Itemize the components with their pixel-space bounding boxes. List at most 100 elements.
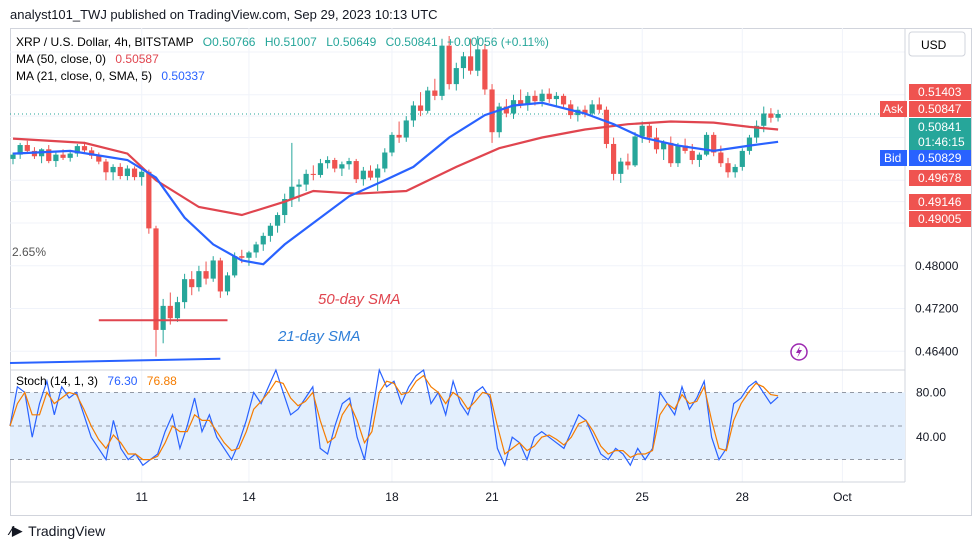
- candle-body: [253, 244, 259, 253]
- time-axis: 11 14 18 21 25 28 Oct: [135, 490, 852, 504]
- ask-tag-bg: [880, 101, 907, 117]
- x-tick-label: 18: [385, 490, 399, 504]
- candle-body: [389, 134, 395, 153]
- candle-body: [210, 260, 216, 279]
- candle-body: [196, 271, 202, 288]
- moving-averages: [9, 101, 779, 365]
- stoch-label: Stoch (14, 1, 3): [16, 374, 98, 388]
- lightning-icon[interactable]: [790, 343, 808, 361]
- stoch-lines: [9, 367, 779, 468]
- ma50-label: MA (50, close, 0): [16, 52, 106, 66]
- legend-low: L0.50649: [326, 35, 376, 49]
- candle-body: [282, 199, 288, 216]
- legend-stoch: Stoch (14, 1, 3) 76.30 76.88: [16, 374, 177, 388]
- candle-body: [432, 90, 438, 96]
- candle-body: [632, 136, 638, 166]
- candle-body: [653, 137, 660, 150]
- x-tick-label: 21: [485, 490, 499, 504]
- candle-body: [74, 146, 80, 154]
- candle-body: [360, 170, 366, 180]
- sma21-annotation: 21-day SMA: [277, 328, 361, 345]
- candle-body: [124, 168, 130, 177]
- candle-body: [496, 106, 502, 133]
- candle-body: [332, 159, 338, 169]
- price-tags: 0.51403 Ask 0.50847 0.50841 01:46:15 Bid…: [880, 84, 971, 227]
- candle-body: [539, 93, 545, 102]
- candle-body: [596, 104, 602, 110]
- candle-body: [325, 159, 331, 164]
- tag-close-bg: [909, 118, 971, 150]
- publisher-text: analyst101_TWJ published on TradingView.…: [10, 7, 438, 22]
- candle-body: [303, 173, 309, 185]
- candle-body: [682, 145, 688, 151]
- candle-body: [582, 109, 588, 114]
- left-marker: 2.65%: [12, 245, 46, 259]
- support-line: [9, 357, 221, 365]
- ma-line: [12, 120, 779, 217]
- candle-body: [754, 125, 760, 138]
- candle-body: [589, 104, 595, 114]
- ma50-value: 0.50587: [115, 52, 159, 66]
- candle-body: [217, 260, 223, 292]
- candle-body: [289, 186, 295, 199]
- candle-body: [696, 154, 702, 160]
- candle-body: [60, 154, 66, 158]
- candles: [10, 36, 781, 357]
- candle-body: [110, 166, 116, 173]
- candle-body: [267, 225, 273, 236]
- tag-49678: 0.49678: [918, 171, 962, 185]
- candle-body: [668, 142, 674, 164]
- candle-body: [732, 166, 738, 173]
- bid-tag-bg: [880, 150, 907, 166]
- candle-body: [160, 305, 166, 330]
- candle-body: [718, 152, 724, 164]
- bid-tag: Bid: [884, 151, 901, 165]
- candle-body: [53, 154, 59, 162]
- candle-body: [618, 161, 624, 174]
- legend-change: +0.00056 (+0.11%): [447, 35, 549, 49]
- candle-body: [96, 155, 102, 162]
- candle-body: [560, 95, 567, 105]
- candle-body: [103, 161, 109, 173]
- candle-body: [174, 302, 181, 319]
- currency-button[interactable]: [908, 31, 966, 57]
- candle-body: [182, 279, 188, 303]
- currency-label: USD: [921, 38, 947, 52]
- stoch-series: [9, 374, 779, 461]
- legend-high: H0.51007: [265, 35, 317, 49]
- candle-body: [453, 68, 459, 85]
- candle-body: [224, 275, 231, 292]
- candle-body: [546, 93, 552, 100]
- candle-body: [625, 161, 631, 166]
- candle-body: [425, 90, 431, 111]
- candle-body: [89, 150, 95, 156]
- candle-body: [725, 163, 731, 173]
- candle-body: [296, 184, 302, 187]
- tag-50847: 0.50847: [918, 102, 962, 116]
- candle-body: [518, 100, 524, 105]
- legend-symbol: XRP / U.S. Dollar, 4h, BITSTAMP: [16, 35, 194, 49]
- chart-frame[interactable]: [10, 28, 972, 516]
- ma-line: [12, 101, 779, 266]
- candle-body: [475, 49, 481, 71]
- candle-body: [739, 150, 745, 167]
- candle-body: [317, 163, 324, 175]
- candle-body: [646, 125, 652, 138]
- ma21-value: 0.50337: [161, 69, 205, 83]
- tag-49146: 0.49146: [918, 195, 962, 209]
- tag-49146-bg: [909, 194, 971, 210]
- y-tick-label: 0.46400: [915, 344, 959, 358]
- candle-body: [446, 45, 452, 85]
- legend-ma50: MA (50, close, 0) 0.50587: [16, 52, 159, 66]
- candle-body: [203, 271, 209, 279]
- candle-body: [246, 252, 252, 258]
- candle-body: [639, 125, 645, 137]
- candle-body: [532, 95, 538, 102]
- candle-body: [761, 113, 767, 126]
- candle-body: [310, 173, 316, 175]
- y-tick-label: 0.48000: [915, 259, 959, 273]
- tag-50841: 0.50841: [918, 120, 962, 134]
- candle-body: [553, 95, 559, 100]
- ma21-label: MA (21, close, 0, SMA, 5): [16, 69, 152, 83]
